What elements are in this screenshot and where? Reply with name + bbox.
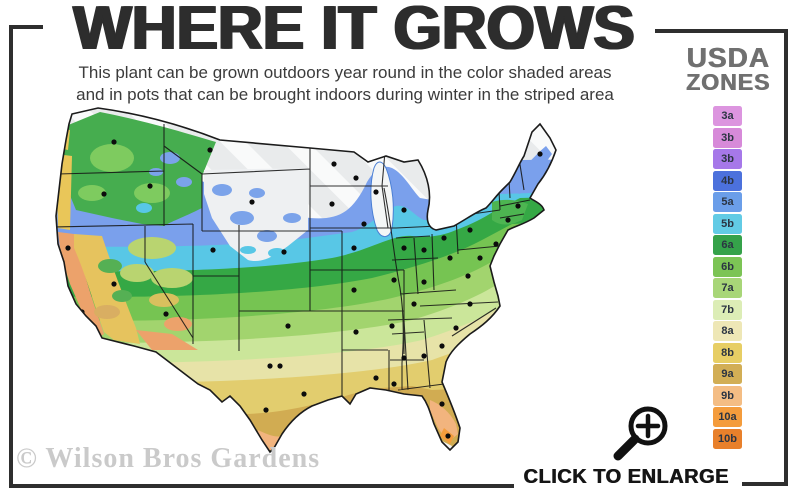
subtitle-line-2: and in pots that can be brought indoors … xyxy=(76,85,614,105)
legend-zone-swatch: 8a xyxy=(713,321,742,341)
legend-heading-usda: USDA xyxy=(686,42,770,73)
subtitle-line-1: This plant can be grown outdoors year ro… xyxy=(78,63,612,82)
click-to-enlarge-label[interactable]: CLICK TO ENLARGE xyxy=(523,466,729,488)
legend-zone-swatch: 4b xyxy=(713,170,742,191)
legend-zone-swatch: 7b xyxy=(713,299,742,320)
legend-zone-swatch: 3b xyxy=(713,149,742,169)
legend-zone-swatch: 5a xyxy=(713,192,742,212)
frame-border-segment xyxy=(655,29,788,33)
legend-heading-zones: ZONES xyxy=(685,69,771,95)
legend-zone-swatch: 6a xyxy=(713,235,742,255)
legend-zone-swatch: 5b xyxy=(713,213,742,234)
legend-zone-swatch: 8b xyxy=(713,342,742,363)
magnifier-zoom-icon[interactable] xyxy=(584,402,676,464)
legend-zone-swatch: 7a xyxy=(713,278,742,298)
frame-border-segment xyxy=(784,29,788,486)
legend-zone-list: 3a 3b 3b 4b 5a 5b 6a 6b 7a 7b 8a 8b 9a 9b 10a 10b xyxy=(713,106,743,450)
legend-zone-swatch: 10a xyxy=(713,407,742,427)
subtitle: This plant can be grown outdoors year ro… xyxy=(15,62,675,107)
legend-zone-swatch: 9a xyxy=(713,364,742,384)
legend-zone-swatch: 6b xyxy=(713,256,742,277)
frame-border-segment xyxy=(9,484,514,488)
watermark: © Wilson Bros Gardens xyxy=(16,443,321,474)
frame-border-segment xyxy=(9,25,43,29)
frame-border-segment xyxy=(9,25,13,488)
enlarge-control[interactable]: CLICK TO ENLARGE xyxy=(520,402,732,489)
usda-zone-map[interactable] xyxy=(52,98,674,494)
legend-zone-swatch: 10b xyxy=(713,428,742,449)
legend-zone-swatch: 3b xyxy=(713,127,742,148)
legend-heading: USDA ZONES xyxy=(668,44,788,94)
legend-zone-swatch: 3a xyxy=(713,106,742,126)
page-title: WHERE IT GROWS xyxy=(73,0,635,63)
legend-zone-swatch: 9b xyxy=(713,385,742,406)
frame-border-segment xyxy=(742,482,788,486)
